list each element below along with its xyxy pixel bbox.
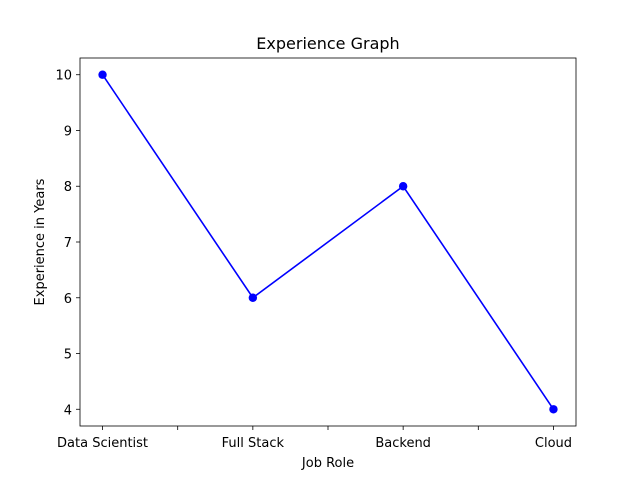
chart-title: Experience Graph	[256, 34, 399, 53]
data-point	[398, 182, 408, 191]
data-point	[98, 70, 107, 79]
data-point	[248, 293, 258, 302]
y-tick-label: 9	[64, 124, 72, 139]
x-tick-label: Data Scientist	[57, 436, 148, 451]
data-point	[549, 405, 558, 414]
x-axis-label: Job Role	[301, 456, 354, 471]
y-tick-label: 8	[64, 180, 72, 195]
y-tick-label: 4	[64, 403, 72, 418]
x-tick-label: Full Stack	[222, 436, 285, 451]
x-tick-label: Cloud	[535, 436, 572, 451]
plot-area: 4 5 6 7 8 9 10 Data Scientist Full Stack Backend C…	[55, 57, 577, 451]
y-axis-label: Experience in Years	[33, 178, 48, 305]
series-line	[101, 74, 555, 410]
y-tick-label: 7	[64, 236, 72, 251]
x-tick-label: Backend	[375, 436, 431, 451]
plot-frame	[79, 57, 577, 427]
y-tick-label: 10	[55, 69, 72, 84]
y-tick-label: 6	[64, 292, 72, 307]
y-tick-label: 5	[64, 348, 72, 363]
